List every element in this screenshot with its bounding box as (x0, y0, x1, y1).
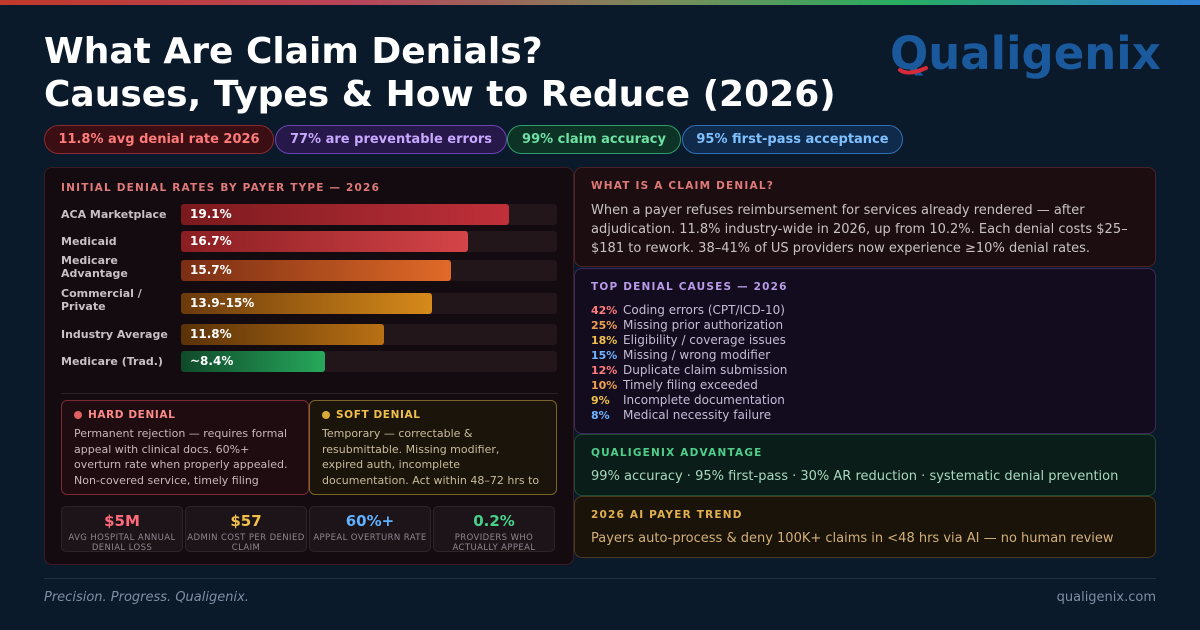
payer-bar-label: ACA Marketplace (61, 208, 167, 221)
cause-label: Incomplete documentation (623, 393, 785, 407)
stat-card-overturn-rate: 60%+ APPEAL OVERTURN RATE (309, 506, 431, 552)
footer-tagline: Precision. Progress. Qualigenix. (44, 590, 249, 605)
payer-bar-value: 16.7% (190, 234, 232, 248)
stat-label: ADMIN COST PER DENIED CLAIM (187, 533, 305, 553)
cause-label: Coding errors (CPT/ICD-10) (623, 303, 785, 317)
soft-denial-title: SOFT DENIAL (336, 409, 421, 421)
cause-item: 8% Medical necessity failure (591, 408, 1139, 423)
ai-trend-panel: 2026 AI PAYER TREND Payers auto-process … (574, 496, 1156, 558)
cause-label: Missing / wrong modifier (623, 348, 771, 362)
cause-item: 15% Missing / wrong modifier (591, 348, 1139, 363)
cause-percent: 42% (591, 304, 618, 317)
pill-preventable: 77% are preventable errors (275, 125, 507, 154)
cause-label: Medical necessity failure (623, 408, 772, 422)
stat-value: 0.2% (473, 512, 515, 530)
payer-bar-track: 16.7% (181, 231, 557, 252)
hard-denial-dot-icon (74, 411, 82, 419)
logo-swoosh-icon (898, 66, 928, 75)
stat-card-denial-loss: $5M AVG HOSPITAL ANNUAL DENIAL LOSS (61, 506, 183, 553)
stat-card-admin-cost: $57 ADMIN COST PER DENIED CLAIM (185, 506, 307, 553)
page-title: What Are Claim Denials? Causes, Types & … (44, 30, 884, 116)
cause-percent: 18% (591, 334, 618, 347)
what-is-panel: WHAT IS A CLAIM DENIAL? When a payer ref… (574, 167, 1156, 267)
cause-percent: 9% (591, 394, 610, 407)
payer-bar-label: Medicaid (61, 235, 117, 248)
hard-denial-text: Permanent rejection — requires formal ap… (74, 427, 288, 487)
cause-percent: 25% (591, 319, 618, 332)
title-line-2: Causes, Types & How to Reduce (2026) (44, 74, 836, 115)
soft-denial-text: Temporary — correctable & resubmittable.… (322, 427, 540, 487)
payer-bar: 16.7% (181, 231, 468, 252)
ai-trend-text: Payers auto-process & deny 100K+ claims … (591, 531, 1114, 546)
payer-bar-track: ~8.4% (181, 351, 557, 372)
hard-denial-title: HARD DENIAL (88, 409, 176, 421)
cause-label: Missing prior authorization (623, 318, 784, 332)
payer-bar: 13.9–15% (181, 293, 432, 314)
causes-list: 42% Coding errors (CPT/ICD-10) 25% Missing … (591, 303, 1139, 423)
payer-bar-label: Medicare Advantage (61, 254, 128, 280)
payer-bar-label: Commercial / Private (61, 287, 142, 313)
payer-bar: ~8.4% (181, 351, 325, 372)
advantage-panel: QUALIGENIX ADVANTAGE 99% accuracy · 95% … (574, 434, 1156, 496)
payer-bar: 15.7% (181, 260, 451, 281)
payer-bar-value: 11.8% (190, 327, 232, 341)
payer-chart-title: INITIAL DENIAL RATES BY PAYER TYPE — 202… (61, 182, 381, 194)
footer-url[interactable]: qualigenix.com (1056, 590, 1156, 605)
cause-percent: 8% (591, 409, 610, 422)
payer-bar-value: 15.7% (190, 263, 232, 277)
cause-item: 9% Incomplete documentation (591, 393, 1139, 408)
advantage-title: QUALIGENIX ADVANTAGE (591, 447, 763, 459)
stat-label: APPEAL OVERTURN RATE (313, 533, 427, 543)
cause-item: 10% Timely filing exceeded (591, 378, 1139, 393)
payer-bar-track: 13.9–15% (181, 293, 557, 314)
causes-title: TOP DENIAL CAUSES — 2026 (591, 281, 788, 293)
title-line-1: What Are Claim Denials? (44, 31, 543, 72)
pill-first-pass: 95% first-pass acceptance (682, 125, 903, 154)
cause-item: 18% Eligibility / coverage issues (591, 333, 1139, 348)
cause-label: Timely filing exceeded (623, 378, 758, 392)
panel-divider (61, 393, 558, 394)
payer-bar-label: Medicare (Trad.) (61, 355, 163, 368)
payer-bar: 19.1% (181, 204, 509, 225)
ai-trend-title: 2026 AI PAYER TREND (591, 509, 743, 521)
cause-label: Eligibility / coverage issues (623, 333, 786, 347)
payer-bar-value: 13.9–15% (190, 296, 255, 310)
cause-percent: 15% (591, 349, 618, 362)
stat-label: AVG HOSPITAL ANNUAL DENIAL LOSS (68, 533, 176, 553)
cause-percent: 12% (591, 364, 618, 377)
payer-bar: 11.8% (181, 324, 384, 345)
cause-label: Duplicate claim submission (623, 363, 788, 377)
payer-bar-track: 11.8% (181, 324, 557, 345)
payer-bar-value: ~8.4% (190, 354, 234, 368)
stat-value: 60%+ (345, 512, 395, 530)
cause-item: 12% Duplicate claim submission (591, 363, 1139, 378)
footer-divider (44, 578, 1156, 579)
pill-denial-rate: 11.8% avg denial rate 2026 (44, 125, 274, 154)
advantage-text: 99% accuracy · 95% first-pass · 30% AR r… (591, 469, 1119, 484)
stat-value: $57 (230, 512, 262, 530)
pill-accuracy: 99% claim accuracy (507, 125, 681, 154)
hard-denial-card: HARD DENIAL Permanent rejection — requir… (61, 400, 309, 495)
payer-bar-track: 15.7% (181, 260, 557, 281)
soft-denial-card: SOFT DENIAL Temporary — correctable & re… (309, 400, 557, 495)
qualigenix-logo: Qualigenix (890, 27, 1161, 80)
soft-denial-dot-icon (322, 411, 330, 419)
stat-label: PROVIDERS WHO ACTUALLY APPEAL (452, 533, 536, 553)
payer-bar-label: Industry Average (61, 328, 168, 341)
stat-card-appeal-share: 0.2% PROVIDERS WHO ACTUALLY APPEAL (433, 506, 555, 553)
payer-bar-track: 19.1% (181, 204, 557, 225)
what-is-text: When a payer refuses reimbursement for s… (591, 203, 1128, 256)
stat-value: $5M (104, 512, 140, 530)
cause-item: 42% Coding errors (CPT/ICD-10) (591, 303, 1139, 318)
payer-denial-panel: INITIAL DENIAL RATES BY PAYER TYPE — 202… (44, 167, 574, 565)
denial-causes-panel: TOP DENIAL CAUSES — 2026 42% Coding error… (574, 268, 1156, 434)
top-accent-bar (0, 0, 1200, 5)
cause-percent: 10% (591, 379, 618, 392)
payer-bar-value: 19.1% (190, 207, 232, 221)
what-is-title: WHAT IS A CLAIM DENIAL? (591, 180, 775, 192)
cause-item: 25% Missing prior authorization (591, 318, 1139, 333)
